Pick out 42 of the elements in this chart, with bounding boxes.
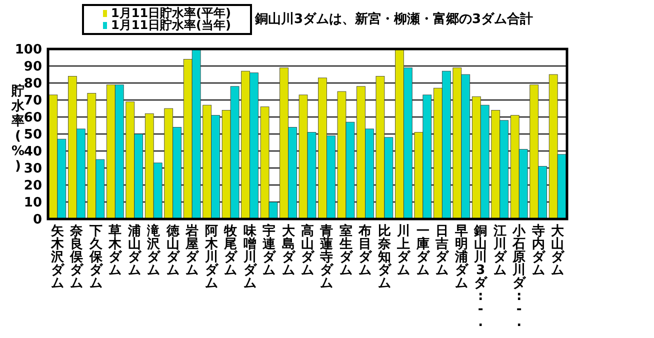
x-tick-label: 高山ダム <box>301 223 315 278</box>
x-tick-label: 青蓮寺ダム <box>319 224 334 291</box>
x-tick-label: 浦山ダム <box>126 224 142 278</box>
y-tick-label: 90 <box>24 60 42 75</box>
x-tick-label: 滝沢ダム <box>146 223 162 278</box>
x-tick-label: 比奈知ダム <box>376 224 392 291</box>
x-tick-label: 早明浦ダム <box>454 224 469 291</box>
x-tick-label: 大山ダム <box>551 224 566 278</box>
x-tick-label: 日吉ダム <box>434 224 450 278</box>
x-tick-label: 大島ダム <box>282 224 296 278</box>
x-tick-label: 川上ダム <box>396 224 412 278</box>
y-tick-label: 10 <box>24 196 42 211</box>
y-tick-label: 20 <box>24 178 42 194</box>
x-tick-label: 江川ダム <box>492 224 508 278</box>
x-tick-label: 奈良俣ダム <box>69 224 84 291</box>
y-tick-label: 60 <box>24 110 42 126</box>
x-tick-label: 一庫ダム <box>415 224 430 278</box>
x-tick-label: 牧尾ダム <box>223 224 238 278</box>
x-tick-label: 下久保ダム <box>88 224 104 291</box>
legend-label: 1月11日貯水率(当年) <box>111 18 232 32</box>
y-tick-label: 100 <box>14 42 42 58</box>
x-tick-label: 草木ダム <box>108 224 123 278</box>
y-tick-label: 50 <box>24 128 42 143</box>
x-tick-label: 小石原川ダ:-. <box>512 224 527 330</box>
x-tick-label: 徳山ダム <box>165 224 180 278</box>
x-tick-label: 布目ダム <box>358 224 373 278</box>
legend-label: 1月11日貯水率(平年) <box>111 6 232 20</box>
x-tick-label: 味噌川ダム <box>242 224 258 291</box>
x-tick-label: 岩屋ダム <box>184 224 200 278</box>
y-tick-label: 80 <box>24 76 42 92</box>
x-tick-label: 銅山川3ダ:-. <box>473 224 488 330</box>
y-tick-label: 0 <box>32 212 42 228</box>
y-tick-label: 40 <box>24 144 42 160</box>
y-axis-title: 貯水率(%) <box>10 83 26 174</box>
y-tick-label: 70 <box>24 94 42 109</box>
y-tick-label: 30 <box>24 162 42 177</box>
x-tick-label: 阿木川ダム <box>204 224 219 291</box>
x-tick-label: 寺内ダム <box>530 223 546 278</box>
x-tick-label: 宇連ダム <box>262 223 277 278</box>
text: 銅山川3ダムは、新宮・柳瀬・富郷の3ダム合計 <box>254 11 534 27</box>
x-tick-label: 矢木沢ダム <box>50 224 65 291</box>
x-tick-label: 室生ダム <box>338 223 354 278</box>
